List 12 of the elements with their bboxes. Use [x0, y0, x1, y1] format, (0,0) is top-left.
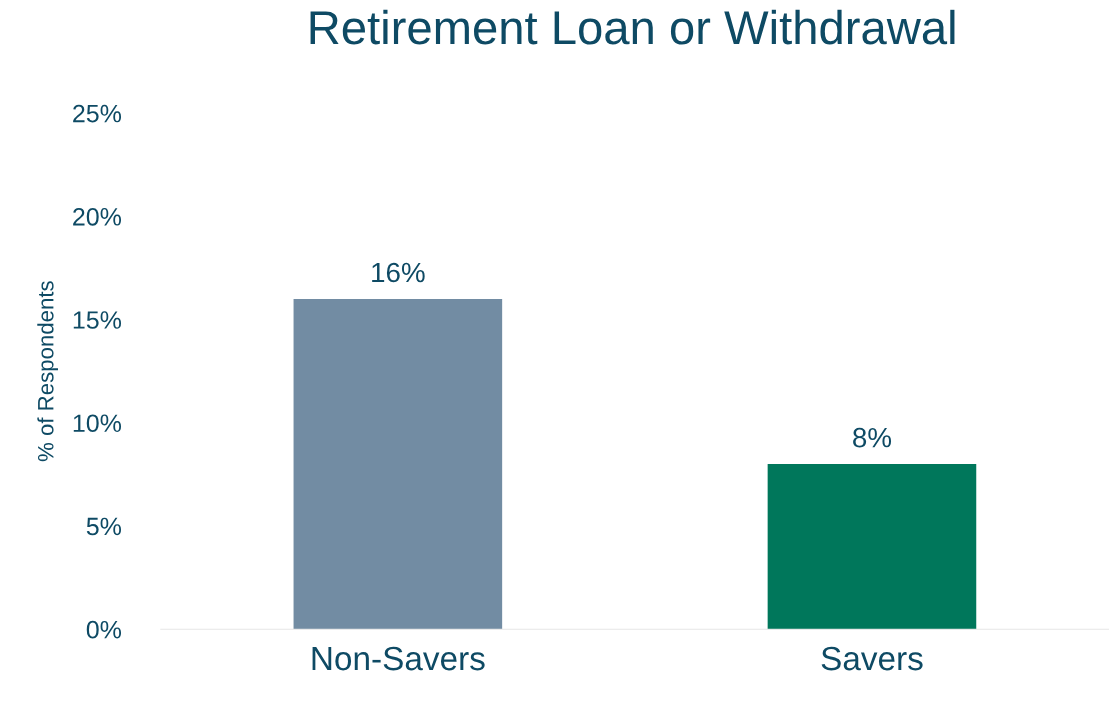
x-tick-label: Non-Savers — [312, 646, 485, 671]
y-axis-title: % of Respondents — [37, 281, 58, 462]
y-tick-label: 25% — [73, 104, 122, 123]
x-tick-label: Savers — [821, 646, 923, 671]
y-tick-label: 5% — [86, 517, 122, 536]
y-tick-label: 0% — [86, 620, 122, 639]
data-label: 8% — [853, 427, 892, 448]
y-tick-label: 10% — [73, 414, 122, 433]
chart-title: Retirement Loan or Withdrawal — [310, 9, 955, 45]
y-tick-label: 15% — [73, 311, 122, 329]
y-tick-label: 20% — [73, 207, 122, 226]
data-label: 16% — [372, 262, 425, 283]
